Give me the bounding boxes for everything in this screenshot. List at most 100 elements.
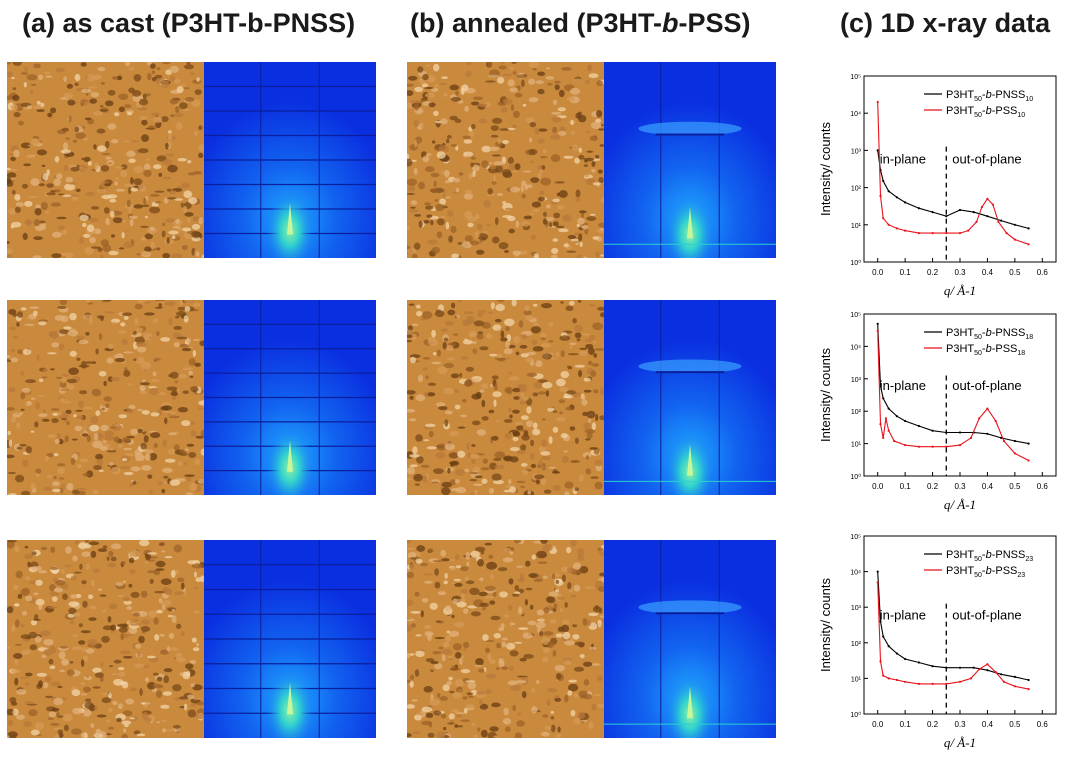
annotation-out-of-plane: out-of-plane — [952, 151, 1021, 166]
data-point — [917, 424, 920, 428]
legend-entry: P3HT50-b-PSS23 — [946, 565, 1025, 579]
y-tick-label: 10⁵ — [850, 312, 861, 319]
data-point — [876, 570, 879, 573]
data-point — [1027, 688, 1030, 691]
afm-image-annealed-row1 — [407, 62, 604, 258]
x-tick-label: 0.4 — [982, 482, 994, 491]
giwaxs-scattering — [204, 300, 376, 495]
data-point — [879, 384, 882, 388]
legend-entry: P3HT50-b-PSS18 — [946, 343, 1025, 357]
data-point — [879, 423, 882, 426]
data-point — [917, 207, 920, 210]
annotation-out-of-plane: out-of-plane — [952, 608, 1021, 623]
data-point — [1002, 439, 1005, 443]
data-point — [887, 190, 890, 193]
data-point — [895, 652, 898, 655]
afm-image-as-cast-row3 — [7, 540, 204, 738]
series-line-pss — [877, 101, 1029, 245]
x-tick-label: 0.2 — [927, 720, 939, 729]
giwaxs-scattering — [604, 62, 776, 258]
x-tick-label: 0.1 — [900, 268, 912, 277]
data-point — [879, 660, 882, 663]
y-tick-label: 10⁰ — [850, 711, 861, 719]
data-point — [986, 663, 989, 666]
data-point — [931, 232, 934, 235]
x-tick-label: 0.6 — [1037, 720, 1049, 729]
data-point — [904, 444, 907, 447]
data-point — [978, 668, 981, 671]
y-tick-label: 10³ — [851, 605, 862, 612]
data-point — [917, 682, 920, 685]
data-point — [1013, 238, 1016, 241]
x-tick-label: 0.5 — [1009, 482, 1021, 491]
x-axis-label: q/ Å-1 — [944, 283, 976, 298]
data-point — [945, 431, 948, 434]
data-point — [904, 657, 907, 661]
afm-texture — [407, 62, 604, 258]
annotation-out-of-plane: out-of-plane — [952, 378, 1021, 393]
y-axis-label: Intensity/ counts — [818, 348, 833, 442]
series-line-pss — [877, 582, 1029, 690]
annotation-in-plane: in-plane — [880, 151, 926, 166]
data-point — [1013, 439, 1016, 443]
data-point — [958, 666, 962, 669]
data-point — [994, 671, 997, 674]
x-tick-label: 0.1 — [900, 720, 912, 729]
chart-svg: 0.0 0.1 0.2 0.3 0.4 0.5 0.6 10⁰ 10¹ 10² 10³ 10⁴ 10⁵ I… — [818, 312, 1057, 512]
data-point — [931, 429, 934, 432]
data-point — [958, 444, 962, 447]
data-point — [958, 208, 962, 212]
x-tick-label: 0.0 — [872, 720, 884, 729]
data-point — [887, 645, 890, 648]
afm-image-as-cast-row2 — [7, 300, 204, 495]
y-tick-label: 10³ — [851, 148, 862, 155]
data-point — [882, 635, 885, 638]
giwaxs-pattern-as-cast-row3 — [204, 540, 376, 738]
data-point — [958, 431, 962, 434]
x-tick-label: 0.4 — [982, 720, 994, 729]
data-point — [876, 149, 879, 152]
annotation-in-plane: in-plane — [880, 608, 926, 623]
x-tick-label: 0.3 — [954, 482, 966, 491]
column-b-title-part2: -PSS) — [678, 8, 751, 38]
data-point — [986, 669, 989, 672]
y-tick-label: 10³ — [851, 377, 862, 384]
y-tick-label: 10⁰ — [850, 259, 861, 267]
giwaxs-scattering — [204, 62, 376, 258]
data-point — [1027, 678, 1030, 682]
data-point — [975, 220, 978, 223]
x-tick-label: 0.0 — [872, 268, 884, 277]
data-point — [978, 417, 981, 420]
x-tick-label: 0.3 — [954, 720, 966, 729]
column-c-title: (c) 1D x-ray data — [840, 8, 1051, 38]
chart-svg: 0.0 0.1 0.2 0.3 0.4 0.5 0.6 10⁰ 10¹ 10² 10³ 10⁴ 10⁵ I… — [818, 74, 1057, 298]
giwaxs-pattern-as-cast-row2 — [204, 300, 376, 495]
data-point — [1000, 436, 1003, 439]
data-point — [1013, 685, 1016, 688]
data-point — [972, 666, 975, 669]
giwaxs-pattern-annealed-row3 — [604, 540, 776, 738]
series-line-pss — [877, 330, 1029, 461]
data-point — [1027, 459, 1030, 462]
data-point — [882, 436, 885, 439]
data-point — [972, 211, 975, 214]
y-tick-label: 10² — [851, 641, 862, 648]
legend-entry: P3HT50-b-PSS10 — [946, 105, 1025, 119]
data-point — [986, 215, 989, 218]
column-b-title: (b) annealed (P3HT-b-PSS) — [410, 8, 751, 39]
data-point — [945, 232, 948, 235]
x-tick-label: 0.0 — [872, 482, 884, 491]
data-point — [917, 445, 920, 448]
data-point — [876, 100, 879, 104]
data-point — [895, 196, 898, 199]
giwaxs-scattering — [204, 540, 376, 738]
legend-entry: P3HT50-b-PNSS23 — [946, 549, 1033, 563]
data-point — [882, 217, 885, 220]
data-point — [887, 407, 890, 410]
data-point — [986, 197, 989, 200]
data-point — [884, 417, 887, 420]
column-b-title-italic: b — [662, 8, 679, 38]
data-point — [904, 680, 907, 683]
y-tick-label: 10¹ — [851, 442, 862, 449]
x-tick-label: 0.4 — [982, 268, 994, 277]
